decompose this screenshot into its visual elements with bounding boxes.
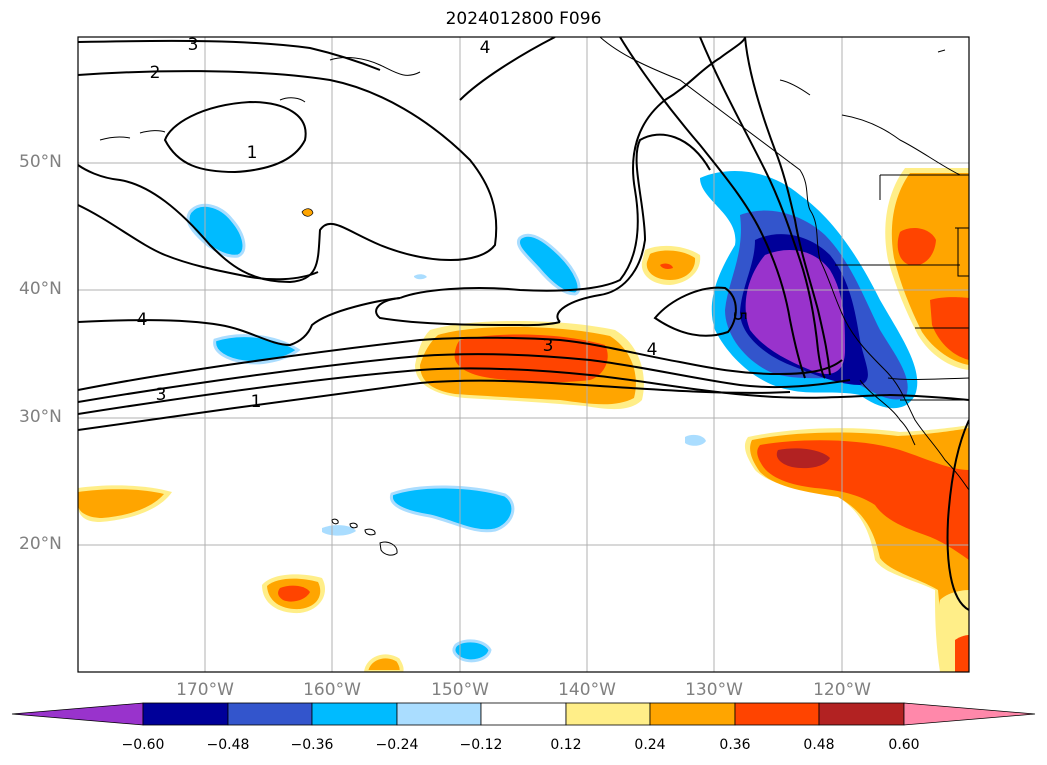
contour-label: 4 xyxy=(137,310,148,330)
colorbar-tick-label: 0.48 xyxy=(803,737,835,753)
contour-label: 1 xyxy=(251,392,262,412)
colorbar-tick-label: 0.36 xyxy=(719,737,751,753)
contour-label: 4 xyxy=(647,340,658,360)
contour-label: 3 xyxy=(543,336,554,356)
hawaii-islands xyxy=(331,518,398,556)
lon-label: 170°W xyxy=(176,680,234,700)
colorbar-segment xyxy=(649,702,736,726)
negative-blob-2 xyxy=(517,233,581,296)
colorbar-segment xyxy=(142,702,229,726)
positive-anomaly-interior xyxy=(885,168,969,672)
lat-label: 30°N xyxy=(19,407,62,427)
contour-label: 3 xyxy=(156,385,167,405)
positive-anomaly-mexico xyxy=(744,425,969,672)
contour-label: 3 xyxy=(188,35,199,55)
positive-blob-2-core xyxy=(278,585,310,602)
lat-label: 50°N xyxy=(19,152,62,172)
colorbar-tick-label: 0.12 xyxy=(550,737,582,753)
negative-blob-7 xyxy=(322,525,356,536)
contour-label: 2 xyxy=(150,63,161,83)
coastlines xyxy=(99,37,969,491)
lon-label: 120°W xyxy=(813,680,871,700)
lon-label: 150°W xyxy=(431,680,489,700)
colorbar-segment xyxy=(396,702,482,726)
chart-title: 2024012800 F096 xyxy=(445,9,602,29)
colorbar-tick-label: −0.60 xyxy=(121,737,165,753)
gridlines xyxy=(78,37,969,672)
colorbar-tick-label: 0.60 xyxy=(888,737,920,753)
positive-blob-1-core xyxy=(660,263,673,269)
contour-label: 1 xyxy=(247,143,258,163)
colorbar-segment xyxy=(565,702,651,726)
negative-blob-8 xyxy=(414,274,427,280)
colorbar-tick-label: −0.36 xyxy=(290,737,334,753)
height-contours xyxy=(78,37,969,611)
contour-label: 4 xyxy=(480,38,491,58)
colorbar xyxy=(11,702,1036,726)
colorbar-extend-low xyxy=(11,702,144,726)
colorbar-tick-label: 0.24 xyxy=(634,737,666,753)
contour-label: 5 xyxy=(729,311,749,322)
colorbar-segment xyxy=(227,702,313,726)
map-frame xyxy=(77,36,970,673)
colorbar-segment xyxy=(311,702,398,726)
colorbar-segment xyxy=(734,702,820,726)
positive-blob-3-inner xyxy=(78,489,164,518)
contour-labels: 3 4 2 1 4 3 1 3 4 5 xyxy=(137,35,749,412)
colorbar-extend-high xyxy=(903,702,1036,726)
lon-label: 130°W xyxy=(685,680,743,700)
negative-blob-6 xyxy=(685,434,706,446)
lon-label: 140°W xyxy=(558,680,616,700)
colorbar-tick-label: −0.12 xyxy=(459,737,503,753)
lon-label: 160°W xyxy=(303,680,361,700)
negative-blob-4 xyxy=(389,485,515,533)
negative-blob-5 xyxy=(452,639,492,663)
positive-blob-5 xyxy=(301,208,314,217)
colorbar-tick-label: −0.48 xyxy=(206,737,250,753)
colorbar-tick-label: −0.24 xyxy=(375,737,419,753)
lat-label: 20°N xyxy=(19,534,62,554)
colorbar-segment xyxy=(480,702,567,726)
negative-blob-1 xyxy=(186,203,246,258)
lat-label: 40°N xyxy=(19,279,62,299)
colorbar-segment xyxy=(818,702,905,726)
